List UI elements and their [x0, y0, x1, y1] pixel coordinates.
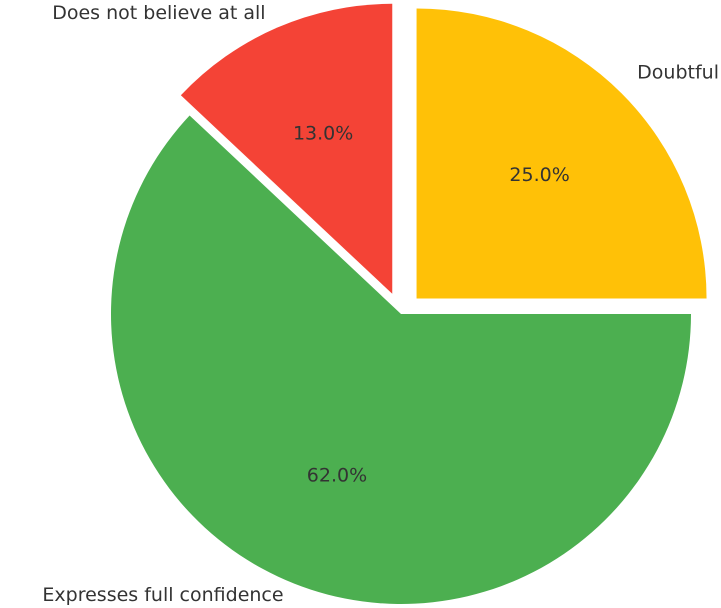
percent-label-expresses-full-confidence: 62.0%	[307, 464, 367, 486]
percent-label-doubtful: 25.0%	[509, 164, 569, 186]
slice-doubtful	[416, 8, 707, 299]
category-labels: Doubtful Expresses full confidence Does …	[42, 2, 719, 606]
slice-does-not-believe-at-all	[180, 3, 393, 294]
category-label-expresses-full-confidence: Expresses full confidence	[42, 584, 283, 606]
category-label-does-not-believe-at-all: Does not believe at all	[52, 2, 265, 24]
pie-slices	[110, 3, 707, 605]
category-label-doubtful: Doubtful	[637, 61, 719, 83]
percent-labels: 25.0% 62.0% 13.0%	[293, 123, 570, 487]
percent-label-does-not-believe-at-all: 13.0%	[293, 123, 353, 145]
slice-expresses-full-confidence	[110, 115, 691, 605]
